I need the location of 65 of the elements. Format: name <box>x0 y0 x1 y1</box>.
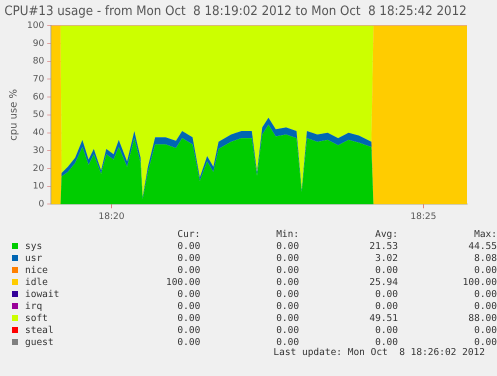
text: 0.00 <box>473 325 497 337</box>
text: 8.08 <box>473 253 497 265</box>
y-tick-label: 90 <box>32 38 44 49</box>
legend-label: steal <box>24 325 55 337</box>
text: 0.00 <box>176 313 200 325</box>
text: 0.00 <box>176 301 200 313</box>
text: 0.00 <box>473 337 497 348</box>
legend-label: idle <box>24 277 49 289</box>
text: Min: <box>275 229 300 241</box>
y-axis-title: cpu use % <box>8 89 20 141</box>
legend-label: nice <box>24 265 49 277</box>
text: 0.00 <box>275 253 300 265</box>
y-tick-label: 100 <box>26 20 44 31</box>
text: 0.00 <box>275 241 300 253</box>
text: 0.00 <box>176 253 200 265</box>
text: 0.00 <box>176 289 200 301</box>
y-tick-label: 80 <box>32 56 44 67</box>
chart-title: CPU#13 usage - from Mon Oct 8 18:19:02 2012 to Mon Oct 8 18:25:42 2012 <box>4 2 467 18</box>
text: Avg: <box>374 229 398 241</box>
text: Last update: Mon Oct 8 18:26:02 2012 <box>273 347 485 358</box>
text: 0.00 <box>275 277 300 289</box>
legend-label: usr <box>24 253 44 265</box>
text: 0.00 <box>176 265 200 277</box>
text: 0.00 <box>176 241 200 253</box>
text: 0.00 <box>374 301 398 313</box>
text: 0.00 <box>275 313 300 325</box>
legend-label: soft <box>24 313 49 325</box>
text: 100.00 <box>164 277 200 289</box>
text: 3.02 <box>374 253 398 265</box>
x-tick-label: 18:25 <box>410 212 436 222</box>
y-tick-label: 0 <box>38 200 44 210</box>
text: 0.00 <box>473 301 497 313</box>
text: 49.51 <box>368 313 398 325</box>
text: 25.94 <box>368 277 398 289</box>
legend-label: sys <box>24 241 44 253</box>
y-tick-label: 50 <box>32 110 44 120</box>
text: 0.00 <box>275 265 300 277</box>
text: 0.00 <box>275 325 300 337</box>
text: 0.00 <box>176 337 200 349</box>
legend-label: irq <box>24 301 44 313</box>
y-tick-label: 10 <box>32 182 44 192</box>
y-tick-label: 30 <box>32 146 44 156</box>
text: Max: <box>473 229 497 241</box>
text: Cur: <box>176 229 200 241</box>
text: 0.00 <box>374 325 398 337</box>
text: 88.00 <box>467 313 497 325</box>
x-tick-label: 18:20 <box>98 212 125 222</box>
text: 0.00 <box>176 325 200 337</box>
legend-label: iowait <box>24 289 60 301</box>
text: 0.00 <box>473 265 497 277</box>
legend-label: guest <box>24 337 55 349</box>
y-tick-label: 20 <box>32 164 44 174</box>
y-tick-label: 70 <box>32 74 44 85</box>
text: 0.00 <box>473 289 497 301</box>
text: 0.00 <box>374 265 398 277</box>
text: 0.00 <box>374 337 398 348</box>
text: 100.00 <box>462 277 497 289</box>
text: 21.53 <box>368 241 398 253</box>
y-tick-label: 40 <box>32 128 44 138</box>
text: 0.00 <box>374 289 398 301</box>
y-tick-label: 60 <box>32 92 44 102</box>
text: 0.00 <box>275 301 300 313</box>
text: 44.55 <box>467 241 497 253</box>
text: 0.00 <box>275 289 300 301</box>
text: 0.00 <box>275 337 300 348</box>
